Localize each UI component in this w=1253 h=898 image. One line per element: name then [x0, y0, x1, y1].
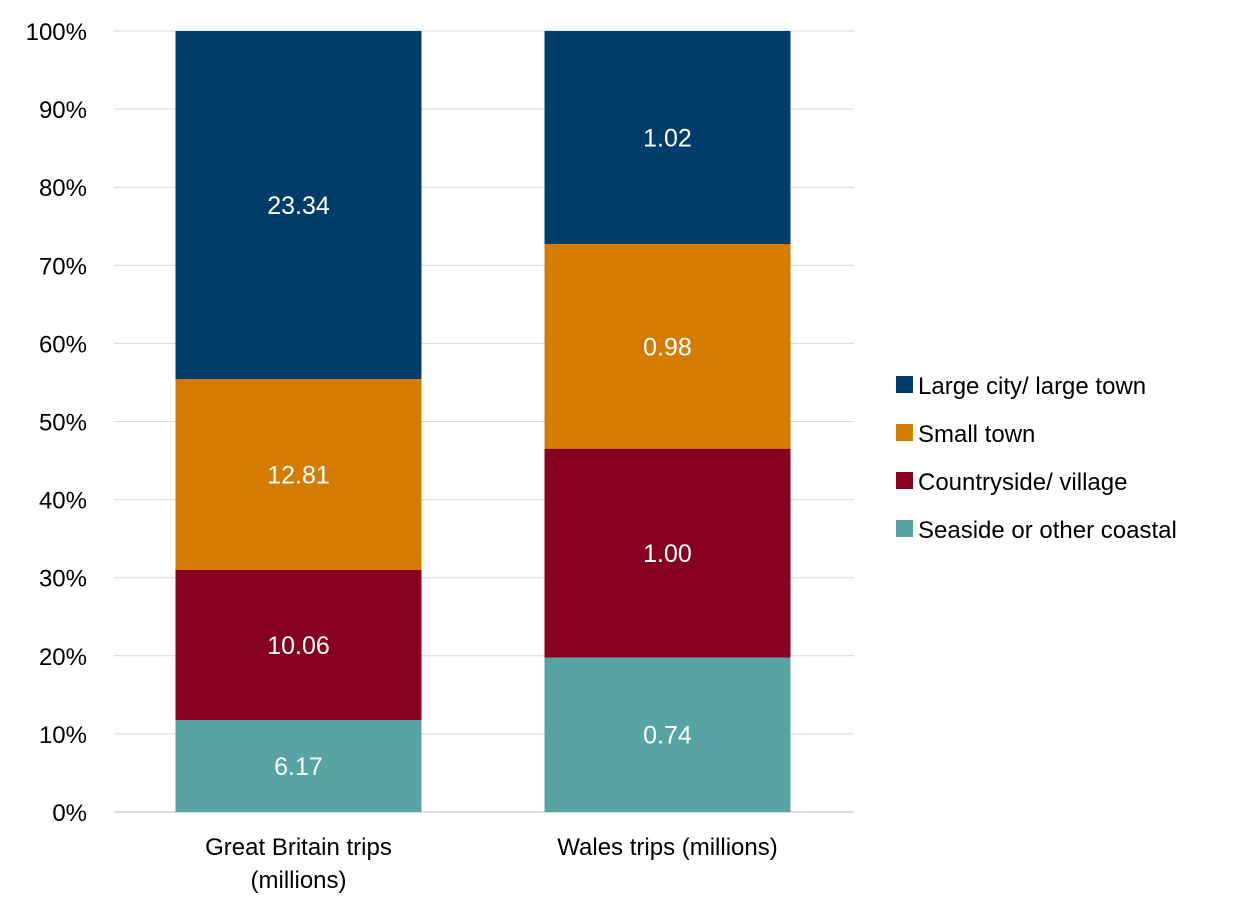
- legend-label: Small town: [918, 421, 1035, 448]
- y-tick-label: 70%: [39, 253, 87, 280]
- data-label: 10.06: [267, 632, 330, 660]
- data-label: 23.34: [267, 192, 330, 220]
- bar-segment: [544, 244, 791, 449]
- data-label: 1.02: [643, 125, 692, 153]
- bar-segment: [544, 31, 791, 244]
- y-tick-label: 100%: [26, 19, 87, 46]
- bar-segment: [544, 448, 791, 658]
- y-axis: 0% 10% 20% 30% 40% 50% 60% 70% 80% 90% 100%: [26, 19, 87, 827]
- y-tick-label: 10%: [39, 722, 87, 749]
- legend-swatch: [896, 520, 913, 537]
- y-tick-label: 20%: [39, 644, 87, 671]
- bar-segment: [175, 31, 422, 380]
- data-label: 12.81: [267, 462, 330, 490]
- legend-label: Seaside or other coastal: [918, 517, 1177, 544]
- legend-swatch: [896, 376, 913, 393]
- bar-segment: [544, 657, 791, 812]
- bar-segment: [175, 570, 422, 721]
- y-tick-label: 80%: [39, 175, 87, 202]
- bar-segment: [175, 720, 422, 812]
- bar-segment: [175, 379, 422, 571]
- x-category-label: Great Britain trips: [205, 834, 392, 861]
- x-axis: Great Britain trips (millions) Wales trips…: [205, 834, 778, 894]
- legend-label: Countryside/ village: [918, 469, 1127, 496]
- legend: Large city/ large town Small town Countrys…: [896, 373, 1177, 544]
- x-category-label: Wales trips (millions): [557, 834, 777, 861]
- y-tick-label: 40%: [39, 488, 87, 515]
- data-label: 1.00: [643, 540, 692, 568]
- data-label: 0.98: [643, 333, 692, 361]
- y-tick-label: 60%: [39, 331, 87, 358]
- y-tick-label: 90%: [39, 97, 87, 124]
- legend-swatch: [896, 424, 913, 441]
- x-category-label: (millions): [251, 867, 347, 894]
- y-tick-label: 0%: [52, 800, 87, 827]
- legend-swatch: [896, 472, 913, 489]
- y-tick-label: 50%: [39, 410, 87, 437]
- bars: 6.17 10.06 12.81 23.34 0.74 1.00 0.98 1.02: [175, 31, 791, 812]
- data-label: 6.17: [274, 753, 323, 781]
- legend-label: Large city/ large town: [918, 373, 1146, 400]
- y-tick-label: 30%: [39, 566, 87, 593]
- data-label: 0.74: [643, 722, 692, 750]
